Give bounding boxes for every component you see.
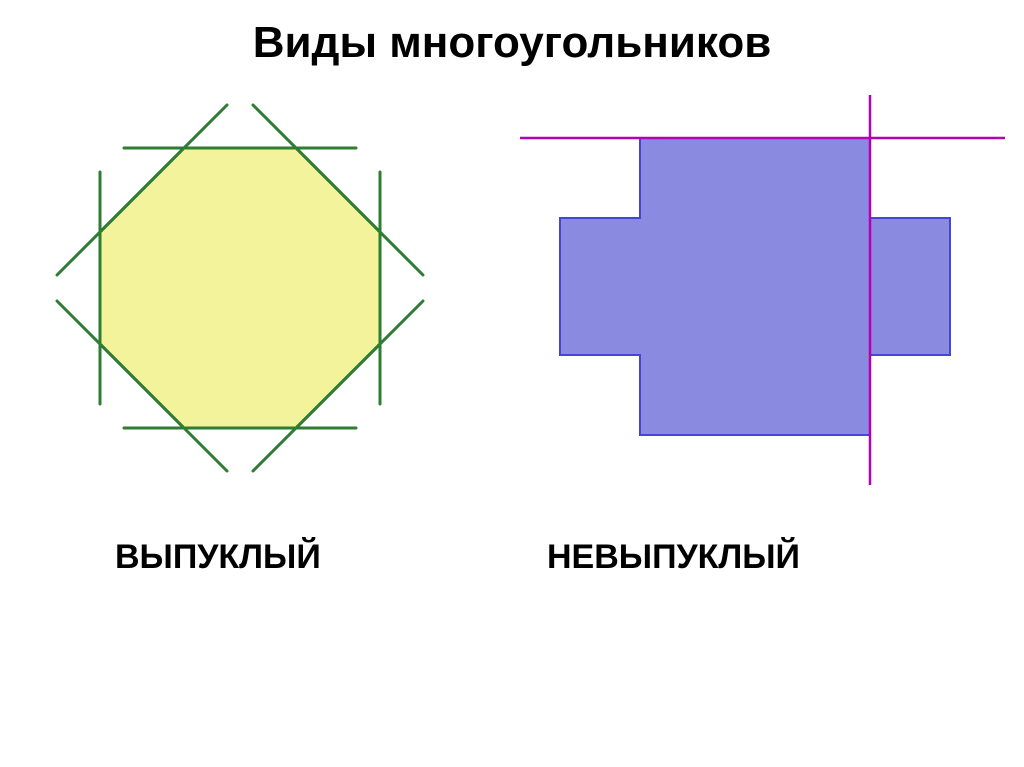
label-convex: ВЫПУКЛЫЙ xyxy=(115,538,321,577)
label-nonconvex: НЕВЫПУКЛЫЙ xyxy=(547,538,800,577)
nonconvex-cross xyxy=(560,138,950,435)
left-figure xyxy=(57,105,423,471)
diagram-svg xyxy=(0,0,1024,767)
right-figure xyxy=(520,95,1005,485)
